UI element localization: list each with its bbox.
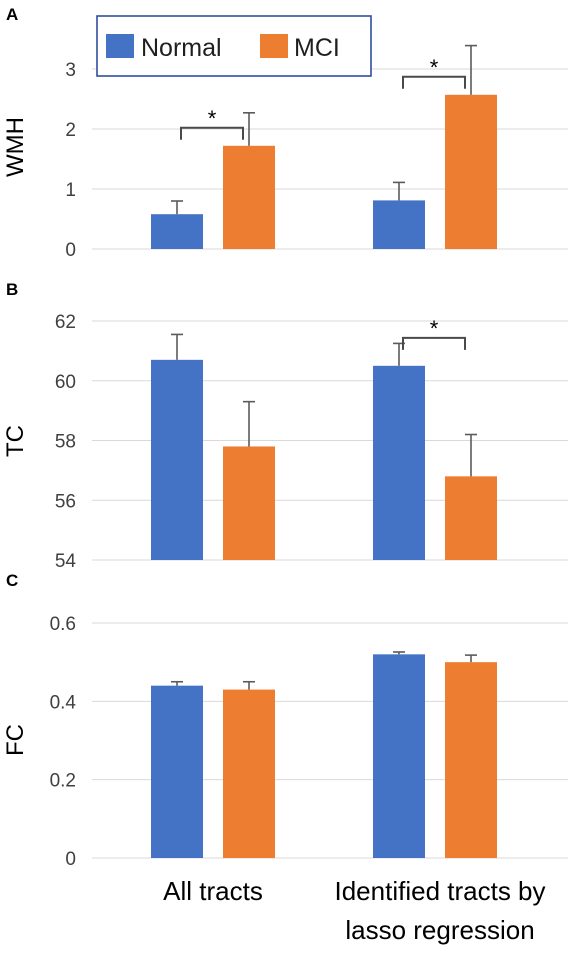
legend-label-mci: MCI	[294, 34, 340, 62]
panel-a: A WMH 0 1 2 3 * * Normal MCI	[2, 5, 568, 261]
bar-mci-0	[223, 145, 275, 249]
x-category-label: lasso regression	[345, 915, 534, 945]
x-category-labels: All tracts Identified tracts by lasso regr…	[163, 876, 545, 945]
significance-star: *	[208, 106, 217, 131]
significance-star: *	[430, 55, 439, 80]
y-tick-label: 60	[55, 372, 76, 393]
y-axis-label: WMH	[2, 117, 29, 177]
y-tick-label: 0.6	[50, 614, 76, 635]
panel-letter: C	[6, 571, 18, 590]
y-tick-label: 0.4	[50, 692, 77, 713]
bar-normal-0	[151, 359, 203, 560]
y-tick-label: 56	[55, 491, 76, 512]
bar-normal-0	[151, 685, 203, 858]
x-category-label: All tracts	[163, 876, 263, 906]
y-tick-label: 62	[55, 312, 76, 333]
bar-mci-1	[445, 476, 497, 560]
significance-bracket	[180, 126, 244, 140]
y-axis-label: FC	[2, 724, 29, 756]
significance-bracket	[402, 75, 466, 89]
legend-box	[96, 15, 372, 77]
y-tick-label: 2	[65, 120, 76, 141]
y-tick-label: 0	[65, 849, 76, 870]
y-axis-label: TC	[2, 425, 29, 457]
x-category-label: Identified tracts by	[335, 876, 546, 906]
y-tick-label: 54	[55, 551, 77, 572]
y-tick-label: 0	[65, 240, 76, 261]
y-tick-label: 3	[65, 60, 76, 81]
significance-bracket	[402, 336, 466, 350]
bar-normal-1	[373, 654, 425, 858]
legend: Normal MCI	[96, 15, 372, 77]
y-tick-label: 58	[55, 432, 76, 453]
bar-normal-0	[151, 214, 203, 249]
legend-label-normal: Normal	[141, 34, 222, 62]
panel-c: C FC 0 0.2 0.4 0.6	[2, 571, 568, 870]
panel-letter: B	[6, 280, 18, 299]
y-tick-label: 1	[65, 180, 76, 201]
panel-b: B TC 54 56 58 60 62 *	[2, 280, 568, 572]
bar-normal-1	[373, 365, 425, 560]
legend-swatch-mci	[260, 34, 288, 58]
bar-mci-0	[223, 689, 275, 858]
bar-mci-1	[445, 662, 497, 858]
panel-letter: A	[6, 5, 18, 24]
bar-mci-1	[445, 94, 497, 249]
bar-normal-1	[373, 200, 425, 249]
legend-swatch-normal	[106, 34, 134, 58]
bar-mci-0	[223, 446, 275, 560]
y-tick-label: 0.2	[50, 771, 76, 792]
significance-star: *	[430, 316, 439, 341]
